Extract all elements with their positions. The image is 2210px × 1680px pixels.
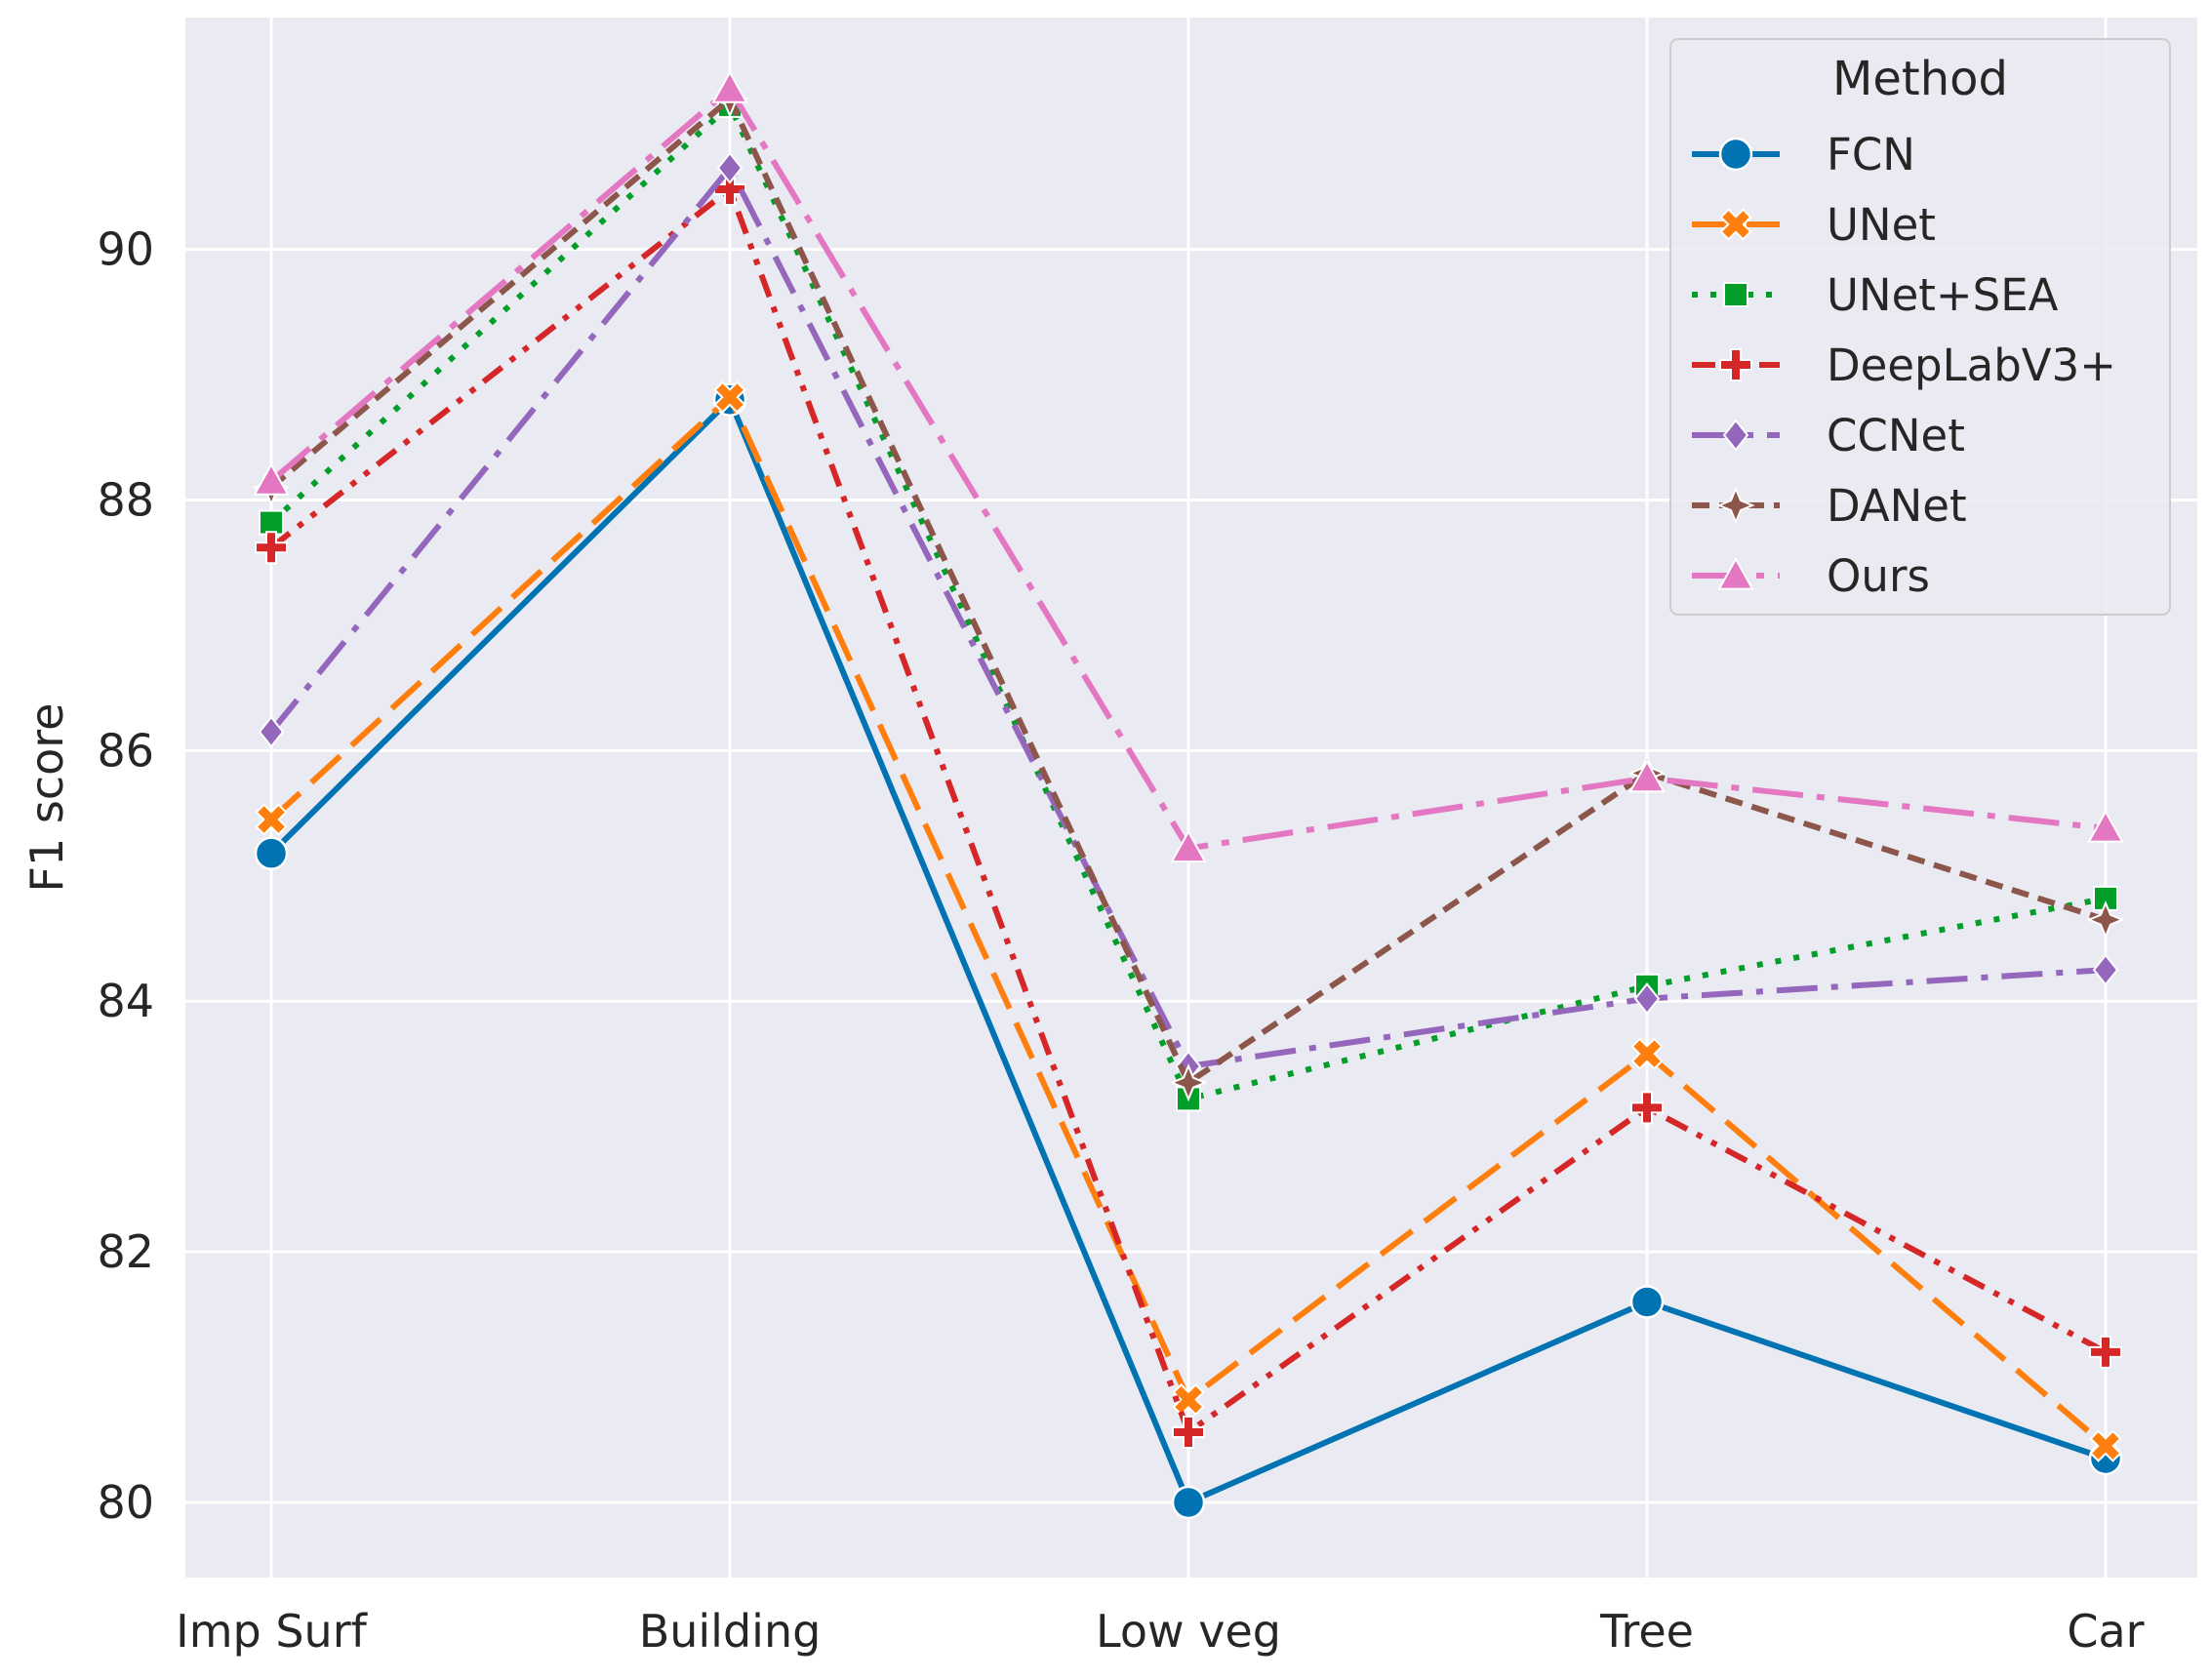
point-ours-low-veg [1170,829,1207,863]
x-tick-label-building: Building [639,1605,822,1658]
point-fcn-low-veg [1171,1485,1206,1520]
point-unet-car-shape [2089,1429,2122,1462]
point-unet-imp-surf-shape [255,803,288,836]
series-unet [255,380,2122,1462]
point-fcn-imp-surf [254,836,289,870]
legend-label-fcn: FCN [1827,129,1915,180]
legend-title: Method [1832,52,2008,106]
legend-label-ccnet: CCNet [1827,410,1965,461]
legend: Method FCN UNet UNet+SEA DeepLabV3+ CCNet DAN… [1669,38,2171,616]
point-ccnet-imp-surf [258,715,285,748]
legend-marker-danet [1716,486,1755,525]
legend-marker-unet [1719,208,1752,241]
legend-item-ccnet: CCNet [1692,410,1965,461]
y-tick-label: 86 [97,724,154,777]
point-unet-tree [1630,1037,1664,1070]
point-danet-car [2086,900,2125,940]
legend-item-ours: Ours [1692,550,1930,602]
legend-item-unet-sea: UNet+SEA [1692,269,2059,321]
legend-marker-deeplabv3 [1719,348,1752,381]
point-unet-building [713,380,746,414]
legend-marker-unet-shape [1719,208,1752,241]
point-unet-sea-imp-surf [259,509,284,536]
point-unet-imp-surf [255,803,288,836]
legend-marker-unet-sea [1723,282,1748,307]
point-ours-tree [1628,759,1666,793]
point-unet-car [2089,1429,2122,1462]
point-ccnet-tree [1633,982,1661,1016]
y-tick-label: 82 [97,1225,154,1278]
y-tick-label: 90 [97,223,154,276]
series-ours [253,70,2124,863]
x-tick-label-tree: Tree [1599,1605,1694,1658]
point-ours-building [711,70,748,103]
point-ccnet-building [716,151,743,184]
legend-item-unet: UNet [1692,199,1936,251]
y-tick-label: 88 [97,473,154,526]
y-tick-label: 84 [97,975,154,1027]
point-ours-car [2087,809,2124,843]
point-deeplabv3-tree [1630,1091,1664,1125]
legend-marker-fcn [1718,137,1753,172]
legend-label-danet: DANet [1827,480,1967,532]
legend-item-danet: DANet [1692,480,1967,532]
legend-item-deeplabv3: DeepLabV3+ [1692,340,2116,391]
series-deeplabv3 [255,172,2122,1450]
point-danet-low-veg [1169,1063,1208,1102]
legend-box [1669,38,2171,616]
y-axis-label: F1 score [20,703,73,893]
point-deeplabv3-low-veg [1172,1416,1205,1450]
legend-marker-ours [1717,556,1754,590]
point-deeplabv3-imp-surf [255,531,288,565]
legend-label-unet: UNet [1827,199,1936,251]
series-line-unet-sea [268,101,2107,1102]
x-tick-label-car: Car [2067,1605,2144,1658]
x-tick-label-imp-surf: Imp Surf [176,1605,368,1658]
y-tick-label: 80 [97,1476,154,1529]
legend-label-ours: Ours [1827,550,1930,602]
legend-marker-ccnet [1722,419,1749,452]
series-layer [252,70,2125,1520]
point-unet-building-shape [713,380,746,414]
point-unet-tree-shape [1630,1037,1664,1070]
point-ours-imp-surf [253,462,290,496]
legend-label-unet-sea: UNet+SEA [1827,269,2059,321]
legend-label-deeplabv3: DeepLabV3+ [1827,340,2116,391]
legend-item-fcn: FCN [1692,129,1915,180]
point-ccnet-car [2092,953,2119,986]
y-axis-ticks: 80 82 84 86 88 90 [97,223,154,1529]
x-tick-label-low-veg: Low veg [1096,1605,1281,1658]
point-fcn-tree [1629,1285,1665,1319]
x-axis-ticks: Imp Surf Building Low veg Tree Car [176,1605,2145,1658]
point-deeplabv3-car [2089,1335,2122,1369]
